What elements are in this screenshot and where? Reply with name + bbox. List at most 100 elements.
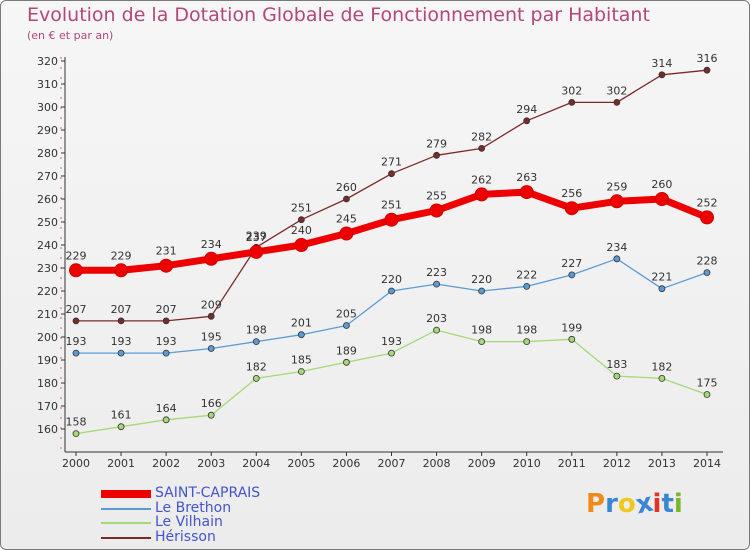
data-point bbox=[159, 258, 174, 273]
y-tick-label: 200 bbox=[37, 331, 58, 344]
data-point bbox=[72, 349, 80, 357]
data-label: 259 bbox=[606, 180, 627, 193]
data-label: 314 bbox=[651, 57, 672, 70]
data-point bbox=[703, 391, 711, 398]
y-tick-label: 250 bbox=[37, 216, 58, 229]
legend-swatch bbox=[101, 522, 151, 524]
data-point bbox=[297, 368, 305, 375]
data-point bbox=[568, 335, 576, 343]
data-label: 256 bbox=[561, 187, 582, 200]
logo-letter: i bbox=[673, 489, 683, 519]
data-point bbox=[384, 212, 399, 227]
data-point bbox=[658, 374, 666, 382]
data-point bbox=[114, 263, 129, 278]
data-point bbox=[523, 282, 531, 290]
data-label: 252 bbox=[697, 196, 718, 209]
data-label: 193 bbox=[66, 335, 87, 348]
data-label: 193 bbox=[156, 335, 177, 348]
logo-letter: t bbox=[661, 489, 674, 519]
y-tick-label: 170 bbox=[37, 400, 58, 413]
data-point bbox=[523, 117, 531, 125]
x-tick-label: 2014 bbox=[693, 457, 721, 470]
data-label: 227 bbox=[561, 257, 582, 270]
data-label: 158 bbox=[66, 416, 87, 429]
logo-letter: r bbox=[605, 489, 618, 519]
data-point bbox=[252, 374, 260, 382]
data-point bbox=[72, 317, 80, 325]
data-label: 164 bbox=[156, 402, 177, 415]
data-label: 316 bbox=[697, 52, 718, 65]
data-point bbox=[613, 99, 621, 106]
data-label: 185 bbox=[291, 354, 312, 367]
data-point bbox=[207, 312, 215, 320]
data-label: 195 bbox=[201, 331, 222, 344]
y-tick-label: 160 bbox=[37, 423, 58, 436]
data-point bbox=[478, 338, 486, 346]
data-label: 175 bbox=[697, 377, 718, 390]
data-label: 294 bbox=[516, 103, 537, 116]
proxiti-logo: Proxiti bbox=[586, 488, 683, 521]
data-label: 203 bbox=[426, 312, 447, 325]
x-tick-label: 2005 bbox=[287, 457, 315, 470]
data-point bbox=[700, 210, 714, 225]
data-label: 189 bbox=[336, 344, 357, 357]
data-point bbox=[568, 271, 576, 279]
data-label: 193 bbox=[111, 335, 132, 348]
logo-letter: P bbox=[586, 489, 606, 519]
data-label: 182 bbox=[246, 360, 267, 373]
data-label: 262 bbox=[471, 173, 492, 186]
data-point bbox=[297, 216, 305, 224]
data-label: 220 bbox=[381, 273, 402, 286]
y-tick-label: 260 bbox=[37, 193, 58, 206]
data-point bbox=[523, 338, 531, 346]
x-tick-label: 2012 bbox=[603, 457, 631, 470]
data-label: 199 bbox=[561, 321, 582, 334]
data-point bbox=[162, 349, 170, 357]
data-point bbox=[519, 185, 534, 200]
data-label: 231 bbox=[156, 245, 177, 258]
data-point bbox=[207, 345, 215, 352]
data-point bbox=[162, 416, 170, 424]
data-label: 161 bbox=[111, 409, 132, 422]
x-tick-label: 2001 bbox=[107, 457, 135, 470]
data-point bbox=[429, 203, 444, 218]
data-point bbox=[658, 71, 666, 79]
data-point bbox=[117, 317, 125, 325]
data-label: 229 bbox=[111, 249, 132, 262]
y-tick-label: 300 bbox=[37, 101, 58, 114]
data-point bbox=[204, 251, 219, 266]
data-point bbox=[117, 423, 125, 431]
data-label: 207 bbox=[66, 303, 87, 316]
data-point bbox=[207, 411, 215, 419]
data-label: 251 bbox=[381, 199, 402, 212]
data-label: 198 bbox=[516, 324, 537, 337]
data-label: 220 bbox=[471, 273, 492, 286]
data-point bbox=[117, 349, 125, 357]
data-label: 234 bbox=[606, 241, 627, 254]
data-label: 207 bbox=[111, 303, 132, 316]
logo-letter: o bbox=[617, 489, 636, 519]
data-label: 222 bbox=[516, 268, 537, 281]
data-point bbox=[433, 280, 440, 288]
data-label: 209 bbox=[201, 298, 222, 311]
legend-label: Le Vilhain bbox=[155, 514, 223, 530]
data-label: 245 bbox=[336, 213, 357, 226]
data-point bbox=[478, 144, 486, 152]
data-point bbox=[478, 287, 486, 295]
y-tick-label: 190 bbox=[37, 354, 58, 367]
x-tick-label: 2010 bbox=[513, 457, 541, 470]
data-point bbox=[339, 226, 354, 241]
x-tick-label: 2002 bbox=[152, 457, 180, 470]
logo-letter: i bbox=[652, 489, 662, 519]
data-label: 239 bbox=[246, 229, 267, 242]
y-tick-label: 180 bbox=[37, 377, 58, 390]
data-point bbox=[433, 326, 440, 334]
y-tick-label: 210 bbox=[37, 308, 58, 321]
data-label: 279 bbox=[426, 137, 447, 150]
data-point bbox=[343, 322, 350, 329]
data-point bbox=[249, 244, 264, 259]
data-label: 205 bbox=[336, 308, 357, 321]
x-tick-label: 2006 bbox=[332, 457, 360, 470]
